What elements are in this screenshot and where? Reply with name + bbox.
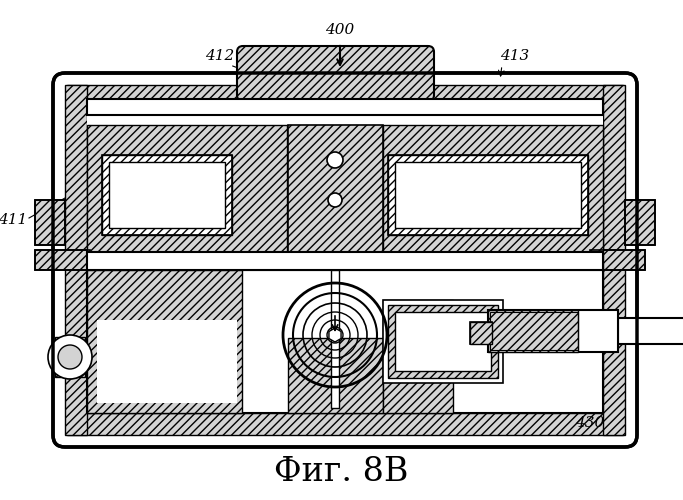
Circle shape — [328, 193, 342, 207]
Bar — [67, 413, 623, 435]
Bar — [288, 280, 383, 390]
Polygon shape — [329, 328, 341, 342]
Bar — [87, 270, 603, 413]
Bar — [470, 322, 492, 344]
Bar — [102, 155, 232, 235]
Bar — [248, 67, 423, 105]
Text: 430: 430 — [575, 416, 604, 430]
Bar — [618, 318, 683, 344]
Text: 413: 413 — [500, 49, 529, 63]
Bar — [388, 305, 498, 378]
Bar — [35, 200, 65, 245]
Bar — [625, 200, 655, 245]
Bar — [383, 300, 453, 413]
Bar — [87, 125, 287, 270]
Bar — [395, 312, 491, 371]
Text: 740: 740 — [345, 341, 374, 355]
Bar — [395, 162, 581, 228]
Bar — [35, 250, 90, 270]
FancyBboxPatch shape — [237, 46, 434, 101]
Circle shape — [327, 152, 343, 168]
Text: 412: 412 — [206, 49, 235, 63]
Bar — [288, 338, 383, 413]
Bar — [388, 155, 588, 235]
Bar — [67, 85, 623, 107]
Bar — [488, 310, 618, 352]
Bar — [87, 107, 603, 413]
Bar — [625, 200, 655, 245]
Bar — [35, 200, 65, 245]
Bar — [109, 162, 225, 228]
Bar — [87, 99, 603, 115]
Bar — [383, 125, 603, 270]
Bar — [55, 337, 85, 377]
Bar — [65, 85, 87, 435]
Bar — [590, 250, 645, 270]
Bar — [87, 270, 242, 413]
Bar — [97, 320, 237, 403]
Circle shape — [58, 345, 82, 369]
Bar — [87, 252, 603, 270]
Bar — [331, 270, 339, 408]
Bar — [288, 125, 383, 270]
Bar — [488, 310, 578, 352]
Bar — [603, 85, 625, 435]
Text: Фиг. 8B: Фиг. 8B — [274, 456, 408, 488]
Bar — [490, 312, 578, 350]
FancyBboxPatch shape — [53, 73, 637, 447]
Bar — [102, 155, 232, 235]
Bar — [470, 322, 492, 344]
Bar — [383, 300, 503, 383]
Text: 411: 411 — [0, 213, 27, 227]
Bar — [388, 155, 588, 235]
Bar — [35, 250, 90, 270]
Circle shape — [48, 335, 92, 379]
Text: 400: 400 — [325, 23, 354, 37]
Bar — [590, 250, 645, 270]
